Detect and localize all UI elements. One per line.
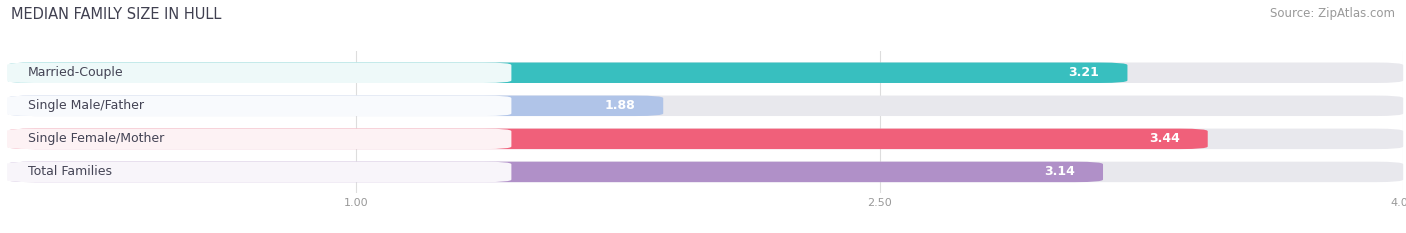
Text: 3.14: 3.14: [1045, 165, 1076, 178]
Text: Single Male/Father: Single Male/Father: [28, 99, 143, 112]
FancyBboxPatch shape: [7, 62, 1403, 83]
Text: Source: ZipAtlas.com: Source: ZipAtlas.com: [1270, 7, 1395, 20]
FancyBboxPatch shape: [7, 96, 664, 116]
Text: Married-Couple: Married-Couple: [28, 66, 124, 79]
FancyBboxPatch shape: [7, 129, 1208, 149]
Text: Single Female/Mother: Single Female/Mother: [28, 132, 165, 145]
Text: Total Families: Total Families: [28, 165, 112, 178]
Text: MEDIAN FAMILY SIZE IN HULL: MEDIAN FAMILY SIZE IN HULL: [11, 7, 222, 22]
Text: 1.88: 1.88: [605, 99, 636, 112]
FancyBboxPatch shape: [7, 62, 1128, 83]
FancyBboxPatch shape: [7, 96, 1403, 116]
FancyBboxPatch shape: [7, 162, 1104, 182]
FancyBboxPatch shape: [6, 129, 512, 149]
FancyBboxPatch shape: [6, 162, 512, 182]
FancyBboxPatch shape: [6, 62, 512, 83]
Text: 3.44: 3.44: [1149, 132, 1180, 145]
FancyBboxPatch shape: [6, 96, 512, 116]
FancyBboxPatch shape: [7, 162, 1403, 182]
Text: 3.21: 3.21: [1069, 66, 1099, 79]
FancyBboxPatch shape: [7, 129, 1403, 149]
